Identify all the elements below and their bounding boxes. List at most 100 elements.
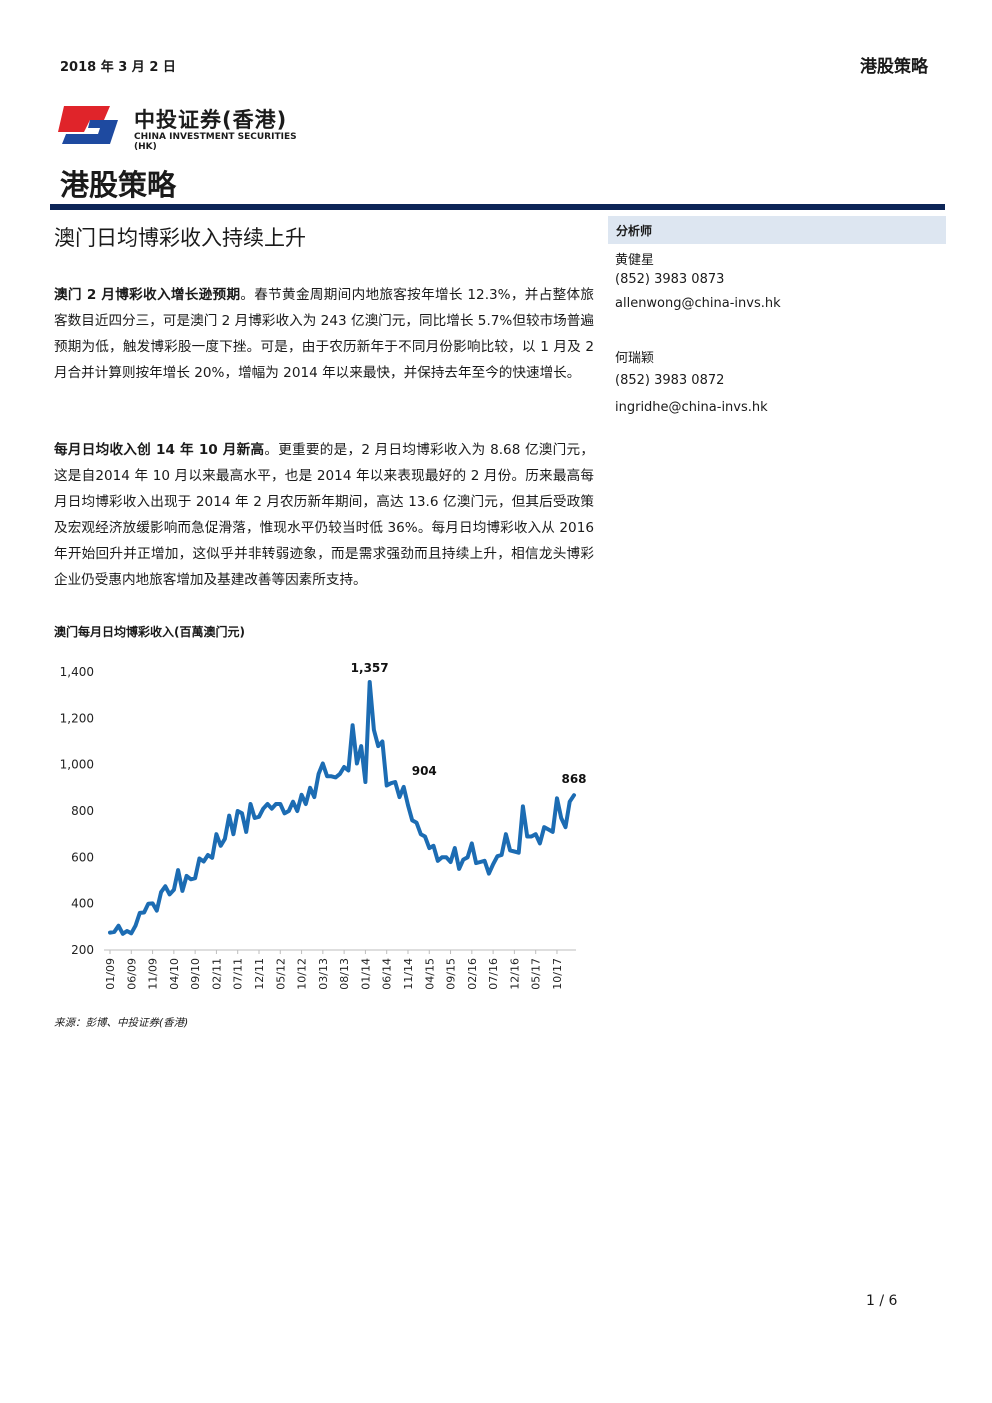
data-point [466, 856, 469, 859]
data-point [504, 832, 508, 836]
y-tick-label: 200 [71, 943, 94, 957]
data-point [521, 805, 525, 808]
data-point [334, 776, 337, 779]
data-point [330, 775, 333, 778]
paragraph-2-body: 。更重要的是，2 月日均博彩收入为 8.68 亿澳门元，这是自2014 年 10… [54, 442, 594, 588]
data-point [419, 832, 422, 836]
y-tick-label: 1,200 [60, 711, 94, 725]
source-note: 来源：彭博、中投证券(香港) [54, 1017, 189, 1029]
data-point [206, 853, 210, 857]
data-point [432, 844, 435, 847]
data-point [513, 850, 516, 853]
heading-rule [50, 204, 945, 210]
data-point [121, 932, 124, 935]
data-point [483, 859, 486, 863]
x-tick-label: 12/11 [253, 958, 266, 990]
data-point [210, 856, 214, 859]
x-tick-label: 09/15 [445, 958, 458, 990]
data-point [202, 860, 205, 863]
data-point [223, 837, 227, 840]
x-tick-label: 01/14 [359, 958, 372, 990]
data-point [240, 812, 244, 815]
data-point [113, 930, 116, 934]
data-point [572, 794, 576, 797]
x-tick-label: 07/16 [487, 958, 500, 990]
data-point [147, 902, 150, 905]
data-point [117, 924, 120, 927]
data-point [508, 849, 512, 852]
data-point [470, 842, 474, 845]
data-point [543, 826, 546, 829]
analyst-name: 何瑞颖 [615, 351, 655, 366]
data-point [564, 826, 567, 829]
data-point [300, 793, 303, 796]
data-point [487, 872, 491, 875]
data-point [236, 809, 239, 813]
data-point [440, 856, 444, 859]
data-point [423, 835, 427, 838]
data-point [189, 878, 193, 881]
data-point [291, 800, 295, 803]
data-point [138, 911, 141, 915]
data-point [530, 835, 533, 838]
x-tick-label: 10/17 [551, 958, 564, 990]
x-tick-label: 11/09 [147, 958, 160, 990]
data-point [142, 911, 146, 914]
data-label: 868 [561, 772, 586, 786]
analyst-panel-header: 分析师 [608, 216, 946, 244]
company-logo-mark-icon [58, 106, 118, 144]
data-point [376, 744, 380, 748]
data-point [274, 802, 278, 806]
data-point [185, 874, 188, 878]
data-point [342, 765, 346, 769]
paragraph-1: 澳门 2 月博彩收入增长逊预期。春节黄金周期间内地旅客按年增长 12.3%，并占… [54, 282, 594, 386]
data-point [453, 846, 457, 850]
x-tick-label: 04/15 [423, 958, 436, 990]
data-point [411, 819, 414, 822]
y-tick-label: 1,400 [60, 665, 94, 679]
x-tick-label: 01/09 [104, 958, 117, 990]
data-point [445, 856, 448, 859]
data-point [155, 909, 159, 912]
data-point [496, 854, 499, 858]
data-point [462, 858, 465, 861]
data-point [355, 762, 359, 765]
data-point [125, 929, 129, 933]
x-tick-label: 12/16 [508, 958, 521, 990]
data-point [296, 809, 299, 813]
analyst-email[interactable]: allenwong@china-invs.hk [615, 296, 781, 311]
data-point [227, 814, 231, 817]
data-point [308, 786, 312, 790]
company-name-en: CHINA INVESTMENT SECURITIES (HK) [134, 132, 297, 152]
data-point [198, 857, 201, 860]
data-point [134, 924, 137, 927]
data-point [449, 860, 452, 864]
data-point [181, 889, 184, 893]
header-section-title: 港股策略 [860, 57, 928, 77]
data-point [500, 853, 503, 857]
x-tick-label: 10/12 [296, 958, 309, 990]
data-point [551, 830, 554, 834]
data-point [151, 902, 154, 905]
data-point [479, 860, 482, 864]
data-point [555, 797, 559, 800]
x-tick-label: 02/16 [466, 958, 479, 990]
data-point [176, 868, 180, 872]
analyst-email[interactable]: ingridhe@china-invs.hk [615, 400, 768, 415]
data-point [193, 876, 197, 880]
page-number: 1 / 6 [866, 1293, 898, 1309]
data-point [525, 835, 529, 838]
x-tick-label: 05/17 [530, 958, 543, 990]
x-tick-label: 11/14 [402, 958, 415, 990]
company-name-cn: 中投证券(香港) [134, 108, 288, 132]
analyst-panel-title: 分析师 [616, 224, 653, 238]
y-tick-label: 600 [71, 850, 94, 864]
data-point [338, 772, 342, 776]
data-point [351, 724, 354, 727]
y-tick-label: 400 [71, 897, 94, 911]
analyst-phone: (852) 3983 0873 [615, 272, 725, 287]
data-point [347, 769, 350, 772]
data-point [389, 782, 393, 785]
data-point [257, 815, 261, 818]
data-point [474, 861, 478, 865]
